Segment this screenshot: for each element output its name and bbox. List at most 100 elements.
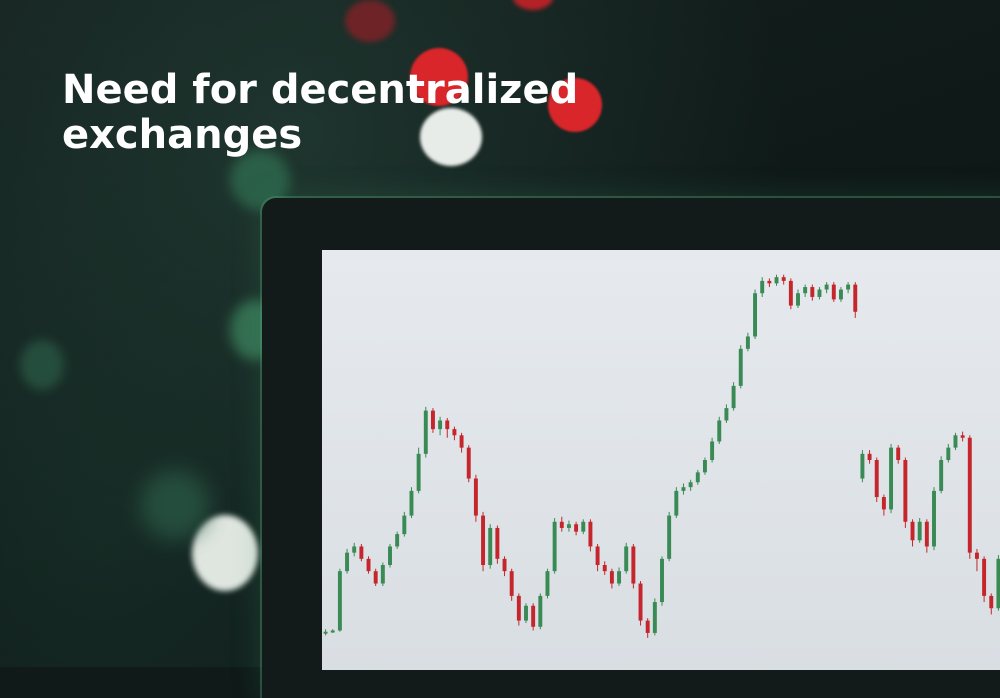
bokeh-white-light — [420, 108, 482, 166]
candle — [545, 568, 550, 599]
candle — [380, 562, 385, 586]
candle — [617, 567, 622, 586]
candle — [681, 483, 686, 495]
candle — [423, 406, 428, 458]
candle — [960, 431, 965, 442]
candle-body — [531, 605, 536, 627]
candle-body — [745, 336, 750, 349]
candle-body — [373, 571, 378, 584]
candle — [667, 511, 672, 562]
candle-body — [423, 410, 428, 454]
candle — [903, 457, 908, 528]
candle-body — [781, 277, 786, 281]
candle — [674, 487, 679, 519]
candle — [717, 416, 722, 444]
candle-body — [524, 605, 528, 621]
candle-body — [574, 524, 579, 532]
candle-body — [323, 631, 328, 634]
candle-body — [380, 565, 385, 584]
candle-body — [953, 435, 958, 448]
candle — [767, 278, 772, 288]
candle — [695, 469, 700, 485]
candle — [402, 511, 407, 537]
candle — [738, 345, 743, 389]
candle-body — [509, 571, 514, 596]
candle — [359, 544, 364, 562]
candle — [660, 556, 664, 606]
candle — [745, 332, 750, 352]
candle-body — [538, 595, 543, 627]
candle — [760, 277, 765, 297]
candle-body — [932, 490, 936, 547]
candle-body — [359, 546, 364, 559]
candle-body — [874, 460, 879, 498]
candle-body — [624, 546, 629, 572]
candle — [352, 542, 357, 557]
candle — [989, 593, 994, 615]
candle-body — [889, 447, 894, 510]
candle — [831, 282, 836, 302]
candle-body — [688, 482, 693, 488]
candle-body — [566, 524, 571, 528]
candle — [495, 525, 500, 564]
candle-body — [989, 595, 994, 609]
candle-body — [602, 565, 607, 572]
candle-body — [352, 546, 357, 553]
candle-body — [488, 527, 493, 565]
candle — [917, 518, 922, 543]
candle — [824, 282, 829, 294]
title-line-1: Need for decentralized — [62, 67, 579, 113]
monitor-screen — [322, 250, 1000, 670]
candle-body — [738, 348, 743, 386]
candle — [323, 629, 328, 636]
candle — [788, 278, 793, 310]
candle — [688, 479, 693, 491]
candle-body — [430, 410, 435, 430]
candle-body — [545, 571, 550, 596]
candle — [810, 284, 815, 301]
candle-body — [796, 293, 800, 306]
candle — [395, 531, 400, 549]
candle — [595, 544, 600, 572]
candle — [774, 274, 779, 286]
candle-body — [581, 521, 586, 532]
candle-body — [681, 487, 686, 491]
candle-body — [788, 280, 793, 306]
candle-body — [595, 546, 600, 565]
candle-body — [438, 420, 443, 430]
bokeh-red-light — [410, 48, 468, 106]
candle-body — [967, 437, 972, 553]
candle-body — [803, 287, 808, 294]
candle — [867, 450, 872, 464]
candle-body — [774, 277, 779, 284]
candle — [896, 445, 901, 464]
candle — [724, 404, 729, 423]
candle — [796, 289, 800, 309]
candle-body — [388, 546, 392, 565]
candle-body — [982, 558, 987, 596]
bokeh-green-light — [140, 470, 210, 540]
candle-body — [846, 284, 851, 290]
candle — [466, 445, 471, 483]
candle-body — [896, 447, 901, 460]
candle-body — [345, 552, 350, 572]
candle — [581, 519, 586, 535]
candle — [731, 382, 736, 411]
candle-body — [631, 546, 636, 584]
candle-body — [724, 408, 729, 421]
candle-body — [466, 447, 471, 479]
candle-body — [860, 453, 865, 479]
candle — [982, 556, 987, 603]
candle — [538, 593, 543, 630]
candle — [588, 519, 593, 552]
bokeh-red-light — [512, 0, 554, 10]
candle — [516, 593, 521, 626]
candle-body — [824, 284, 829, 290]
candle-body — [924, 521, 929, 547]
bokeh-red-light — [548, 78, 602, 132]
candlestick-chart — [323, 274, 1000, 638]
candle-body — [337, 571, 342, 631]
candle-body — [831, 284, 836, 300]
candle-body — [473, 478, 478, 516]
candle-body — [516, 595, 521, 621]
